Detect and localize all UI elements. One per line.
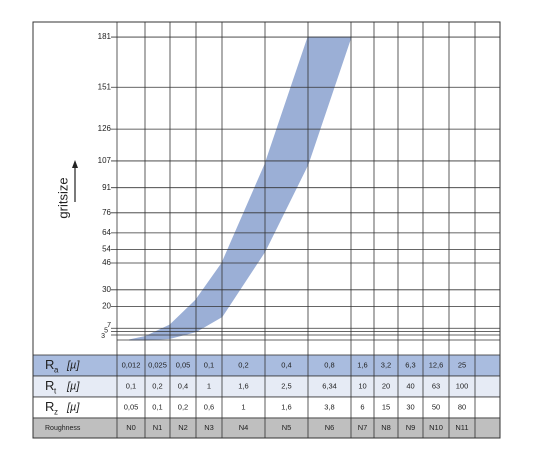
cell-value: 0,8 [324,360,334,369]
cell-value: 1 [241,402,245,411]
cell-value: 80 [458,402,466,411]
cell-value: 0,4 [178,381,188,390]
y-tick-label: 91 [102,183,111,192]
cell-value: N10 [429,423,443,432]
cell-value: 3,2 [381,360,391,369]
cell-value: 12,6 [429,360,444,369]
cell-value: N1 [153,423,163,432]
cell-value: 3,8 [324,402,334,411]
row-unit: [µ] [66,359,80,371]
y-tick-label: 76 [102,208,111,217]
frame [32,21,501,439]
y-tick-label: 54 [102,245,111,254]
y-tick-label: 181 [98,32,112,41]
cell-value: N2 [178,423,188,432]
row-symbol: R [45,399,54,414]
row-unit: [µ] [66,380,80,392]
cell-value: 1,6 [281,402,291,411]
y-tick-label: 46 [102,258,111,267]
table-row-bg [32,396,501,419]
cell-value: 50 [432,402,440,411]
cell-value: N0 [126,423,136,432]
y-tick-label: 20 [102,302,111,311]
cell-value: N4 [239,423,249,432]
cell-value: 6,34 [322,381,337,390]
row-subscript: t [54,387,57,396]
cell-value: 1,6 [357,360,367,369]
cell-value: 6 [360,402,364,411]
cell-value: 0,2 [178,402,188,411]
cell-value: 0,4 [281,360,291,369]
y-tick-label: 7 [107,322,111,329]
cell-value: 0,05 [124,402,139,411]
row-unit: [µ] [66,401,80,413]
cell-value: 25 [458,360,466,369]
cell-value: 6,3 [405,360,415,369]
row-subscript: a [54,366,59,375]
cell-value: 0,2 [152,381,162,390]
cell-value: N8 [381,423,391,432]
cell-value: 0,1 [126,381,136,390]
cell-value: 0,025 [148,360,167,369]
cell-value: N9 [406,423,416,432]
y-tick-label: 64 [102,228,111,237]
y-tick-label: 126 [98,124,112,133]
row-subscript: z [54,408,58,417]
cell-value: 0,1 [204,360,214,369]
y-tick-label: 5 [104,327,108,334]
cell-value: N11 [455,423,468,432]
cell-value: 40 [406,381,414,390]
cell-value: 1,6 [238,381,248,390]
y-tick-label: 3 [101,333,105,340]
cell-value: N3 [204,423,214,432]
y-tick-label: 151 [98,82,112,91]
table-row-bg [32,375,501,398]
cell-value: N5 [282,423,292,432]
row-symbol: R [45,357,54,372]
cell-value: 0,05 [176,360,191,369]
y-axis-label: gritsize [55,177,70,218]
cell-value: 20 [382,381,390,390]
cell-value: 15 [382,402,390,411]
y-tick-label: 30 [102,285,111,294]
cell-value: 0,6 [204,402,214,411]
row-symbol: R [45,378,54,393]
cell-value: 0,012 [122,360,141,369]
y-tick-label: 107 [98,156,112,165]
cell-value: 10 [358,381,366,390]
cell-value: N7 [358,423,368,432]
arrow-head [72,160,78,168]
cell-value: N6 [325,423,335,432]
cell-value: 2,5 [281,381,291,390]
cell-value: 1 [207,381,211,390]
cell-value: 63 [432,381,440,390]
cell-value: 0,1 [152,402,162,411]
cell-value: 30 [406,402,414,411]
band-area [128,36,352,341]
cell-value: 0,2 [238,360,248,369]
row-symbol: Roughness [45,425,81,432]
cell-value: 100 [456,381,469,390]
